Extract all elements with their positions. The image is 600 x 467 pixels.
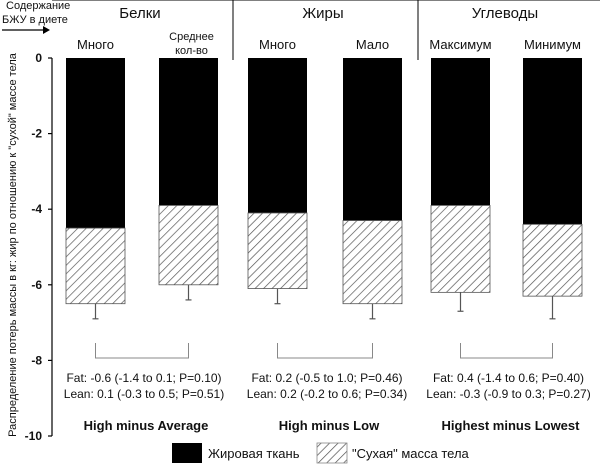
bar-lean xyxy=(342,220,403,305)
bar-lean xyxy=(247,212,308,289)
corner-arrow-head xyxy=(43,26,50,34)
y-tick-label: -8 xyxy=(31,353,42,367)
y-tick-label: -4 xyxy=(31,202,42,216)
category-label: Много xyxy=(259,37,296,52)
y-tick-label: -10 xyxy=(25,429,43,443)
lean-stat: Lean: 0.2 (-0.2 to 0.6; P=0.34) xyxy=(247,387,407,401)
bars xyxy=(65,58,583,320)
bar-fat xyxy=(343,58,402,221)
bar-fat xyxy=(159,58,218,206)
corner-label-line2: БЖУ в диете xyxy=(2,14,68,26)
category-label: кол-во xyxy=(175,45,208,57)
y-tick-label: -2 xyxy=(31,127,42,141)
legend-lean-swatch xyxy=(316,442,348,464)
comparison-title: High minus Low xyxy=(279,418,380,433)
group-title: Жиры xyxy=(302,5,343,22)
bar-lean xyxy=(65,227,126,305)
category-label: Среднее xyxy=(169,31,214,43)
bar-fat xyxy=(248,58,307,213)
category-label: Мало xyxy=(356,37,389,52)
legend: Жировая ткань "Сухая" масса тела xyxy=(172,442,470,464)
y-axis-label: Распределение потерь массы в кг: жир по … xyxy=(7,52,19,437)
bar-fat xyxy=(66,58,125,229)
lean-stat: Lean: -0.3 (-0.9 to 0.3; P=0.27) xyxy=(426,387,590,401)
category-label: Минимум xyxy=(524,37,581,52)
bar-fat xyxy=(431,58,490,206)
fat-stat: Fat: 0.4 (-1.4 to 0.6; P=0.40) xyxy=(433,371,584,385)
fat-stat: Fat: 0.2 (-0.5 to 1.0; P=0.46) xyxy=(251,371,402,385)
bar-fat xyxy=(523,58,582,225)
legend-fat-swatch xyxy=(172,443,202,463)
fat-stat: Fat: -0.6 (-1.4 to 0.1; P=0.10) xyxy=(66,371,221,385)
comparison-bracket xyxy=(460,343,553,359)
bar-lean xyxy=(158,205,219,286)
bar-lean xyxy=(522,223,583,297)
category-label: Максимум xyxy=(429,37,491,52)
comparison-bracket xyxy=(277,343,373,359)
comparison-title: Highest minus Lowest xyxy=(442,418,581,433)
bar-lean xyxy=(430,205,491,293)
corner-label-line1: Содержание xyxy=(6,0,70,12)
group-title: Углеводы xyxy=(472,5,538,22)
group-headers: Белки Много Среднее кол-во Жиры Много Мало Угле… xyxy=(77,5,581,57)
comparison-stats: Fat: -0.6 (-1.4 to 0.1; P=0.10) Lean: 0.1… xyxy=(64,343,591,433)
y-tick-label: -6 xyxy=(31,278,42,292)
group-title: Белки xyxy=(119,5,160,22)
y-tick-label: 0 xyxy=(35,51,42,65)
comparison-title: High minus Average xyxy=(84,418,209,433)
lean-stat: Lean: 0.1 (-0.3 to 0.5; P=0.51) xyxy=(64,387,224,401)
legend-lean-label: "Сухая" масса тела xyxy=(352,446,470,461)
y-axis: 0 -2 -4 -6 -8 -10 xyxy=(25,51,53,443)
legend-fat-label: Жировая ткань xyxy=(208,446,300,461)
comparison-bracket xyxy=(95,343,189,359)
category-label: Много xyxy=(77,37,114,52)
